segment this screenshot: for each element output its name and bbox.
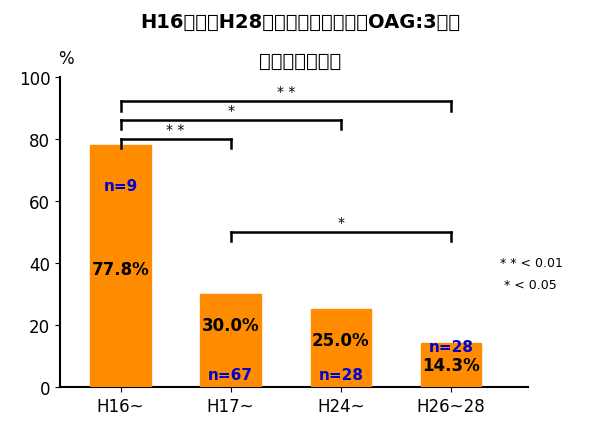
Text: 25.0%: 25.0% [312, 332, 370, 350]
Text: n=67: n=67 [208, 367, 253, 382]
Bar [200, 294, 261, 387]
Text: 14.3%: 14.3% [422, 356, 480, 374]
Text: 30.0%: 30.0% [202, 316, 259, 334]
Text: *: * [337, 215, 344, 229]
Text: n=9: n=9 [103, 178, 137, 193]
Text: 発症状況の推移: 発症状況の推移 [259, 52, 341, 71]
Bar [311, 310, 371, 387]
Text: %: % [58, 50, 73, 68]
Text: * *: * * [277, 85, 295, 99]
Bar [90, 146, 151, 387]
Text: * < 0.05: * < 0.05 [500, 278, 557, 291]
Text: * * < 0.01: * * < 0.01 [500, 257, 563, 270]
Text: 77.8%: 77.8% [92, 261, 149, 278]
Text: * *: * * [166, 122, 185, 136]
Text: n=28: n=28 [318, 367, 363, 382]
Bar [421, 343, 481, 387]
Text: n=28: n=28 [428, 339, 473, 354]
Text: *: * [227, 104, 234, 118]
Text: H16年からH28年における粘膜炎（OAG:3）の: H16年からH28年における粘膜炎（OAG:3）の [140, 13, 460, 32]
